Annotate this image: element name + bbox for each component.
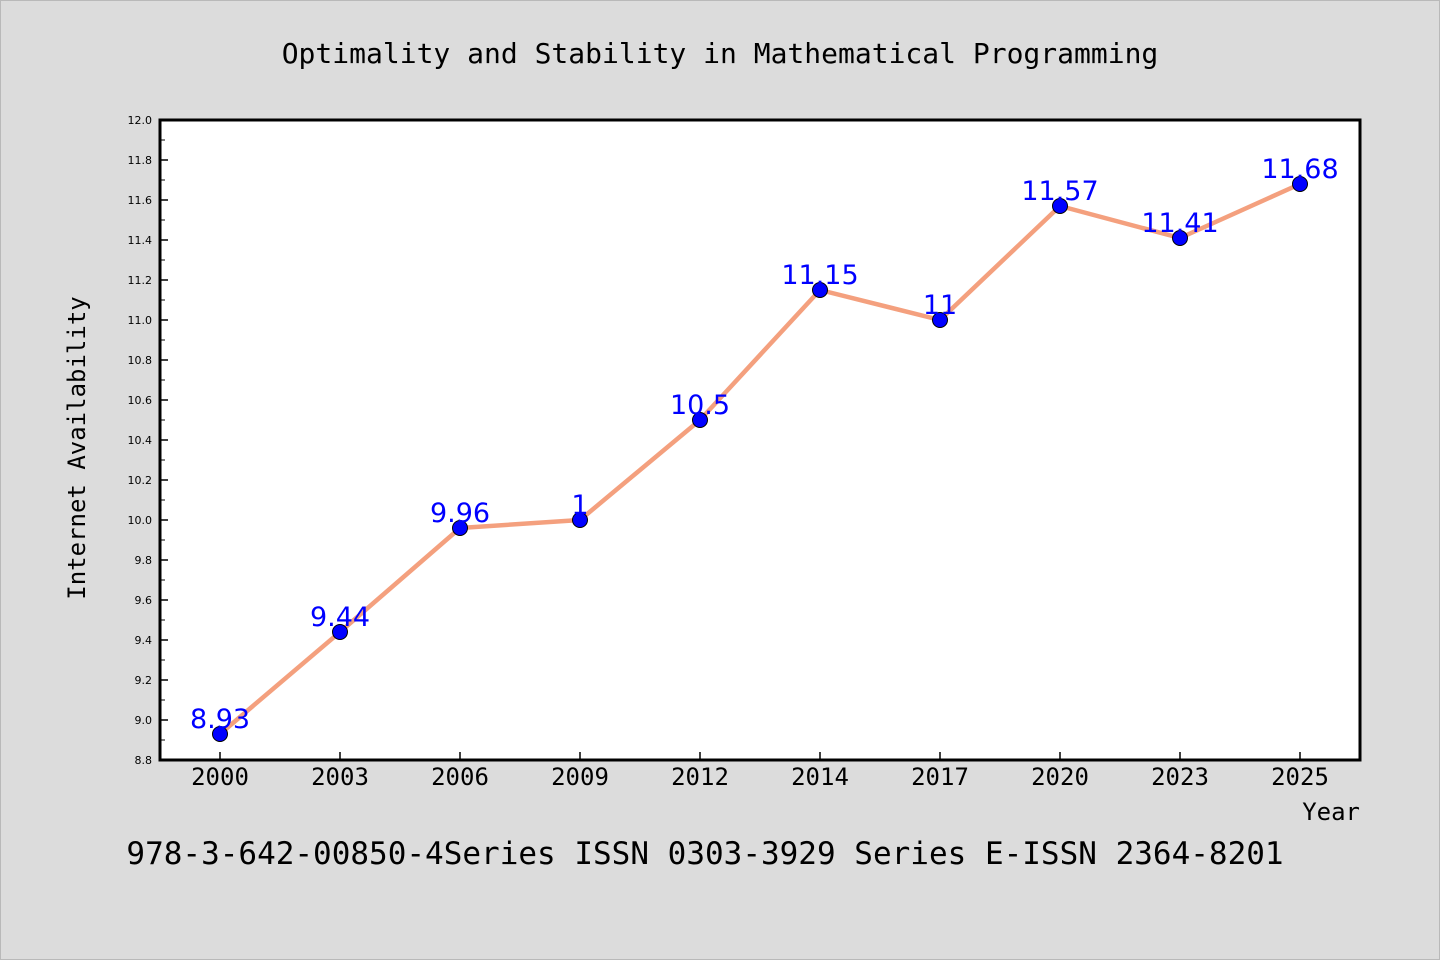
x-tick-label: 2003 [311, 763, 369, 791]
x-tick-label: 2006 [431, 763, 489, 791]
x-axis-label: Year [1302, 798, 1360, 826]
y-tick-label: 12.0 [128, 114, 153, 127]
data-label: 11.68 [1261, 154, 1338, 185]
x-tick-label: 2017 [911, 763, 969, 791]
y-tick-label: 11.4 [128, 234, 153, 247]
x-tick-label: 2012 [671, 763, 729, 791]
x-tick-label: 2014 [791, 763, 849, 791]
x-axis: 2000 2003 2006 2009 2012 2014 2017 2020 2023 2025 [191, 752, 1329, 791]
x-tick-label: 2009 [551, 763, 609, 791]
data-point [332, 624, 348, 640]
data-label: 10.5 [670, 390, 730, 421]
y-tick-label: 9.8 [135, 554, 153, 567]
data-point [212, 726, 228, 742]
data-point [1172, 230, 1188, 246]
data-label: 11 [923, 290, 957, 321]
y-tick-label: 11.8 [128, 154, 153, 167]
data-point [932, 312, 948, 328]
plot-area [158, 118, 1362, 762]
y-tick-label: 10.2 [128, 474, 153, 487]
data-label: 11.15 [781, 260, 858, 291]
data-point [1292, 176, 1308, 192]
y-tick-label: 11.0 [128, 314, 153, 327]
y-tick-label: 10.4 [128, 434, 153, 447]
data-point [692, 412, 708, 428]
data-labels: 8.93 9.44 9.96 1 10.5 11.15 11 11.57 11.41 11.68 [190, 154, 1339, 735]
y-tick-label: 10.0 [128, 514, 153, 527]
data-label: 1 [571, 490, 588, 521]
data-label: 9.96 [430, 498, 490, 529]
y-tick-label: 11.6 [128, 194, 153, 207]
y-tick-label: 10.6 [128, 394, 153, 407]
y-tick-label: 9.0 [135, 714, 153, 727]
y-axis-label: Internet Availability [63, 296, 91, 599]
data-label: 11.41 [1141, 208, 1218, 239]
data-label: 8.93 [190, 704, 250, 735]
y-tick-label: 9.6 [135, 594, 153, 607]
y-tick-label: 11.2 [128, 274, 153, 287]
data-label: 11.57 [1021, 176, 1098, 207]
footer-text: 978-3-642-00850-4Series ISSN 0303-3929 S… [126, 836, 1283, 872]
data-label: 9.44 [310, 602, 370, 633]
data-point [1052, 198, 1068, 214]
x-tick-label: 2025 [1271, 763, 1329, 791]
x-tick-label: 2020 [1031, 763, 1089, 791]
y-tick-label: 8.8 [135, 754, 153, 767]
y-tick-label: 9.4 [135, 634, 153, 647]
series-line [217, 181, 1303, 737]
y-axis: 8.8 9.0 9.2 9.4 9.6 9.8 10.0 10.2 10.4 10.6 10.8 11… [128, 114, 168, 767]
x-tick-label: 2000 [191, 763, 249, 791]
chart-title: Optimality and Stability in Mathematical… [282, 37, 1159, 70]
data-point [812, 282, 828, 298]
x-tick-label: 2023 [1151, 763, 1209, 791]
data-point [572, 512, 588, 528]
data-point [452, 520, 468, 536]
series [212, 176, 1308, 742]
y-tick-label: 10.8 [128, 354, 153, 367]
y-tick-label: 9.2 [135, 674, 153, 687]
